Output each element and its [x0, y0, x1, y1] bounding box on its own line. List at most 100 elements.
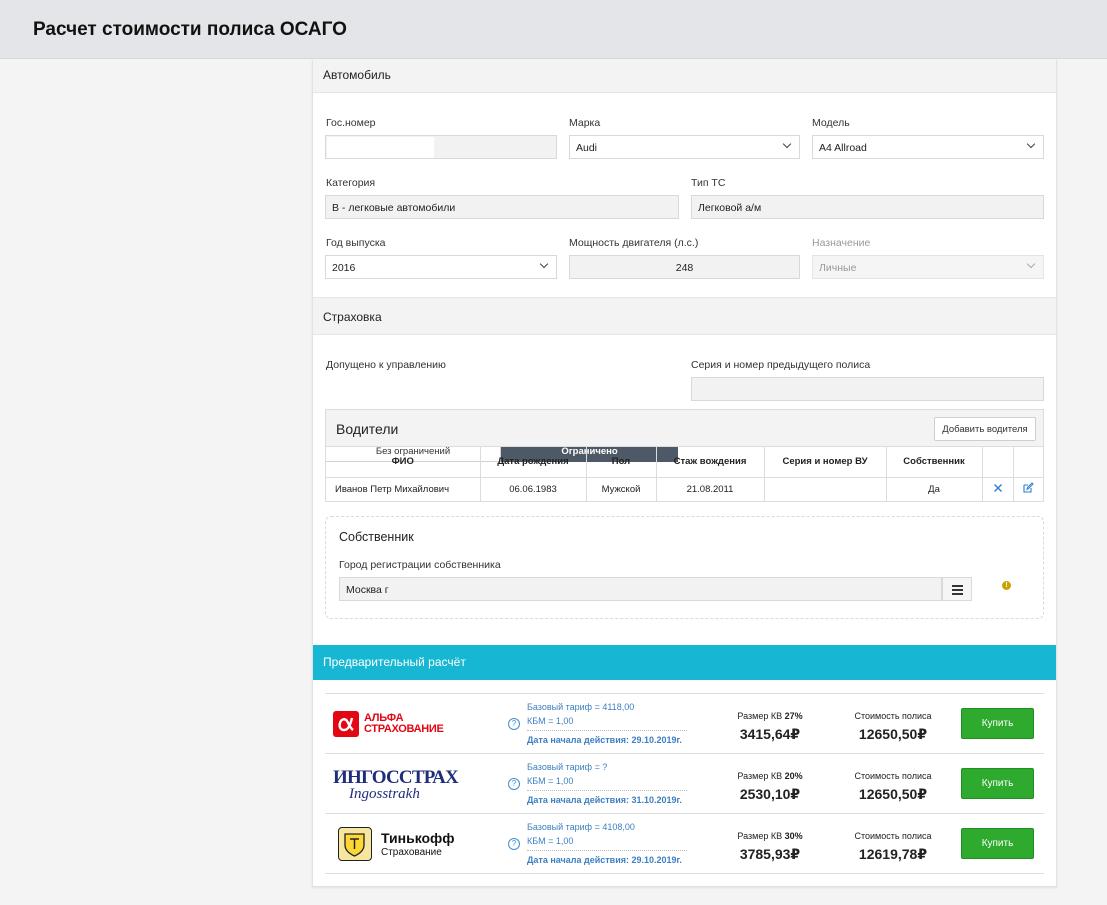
base-tariff: Базовый тариф = 4118,00 [527, 702, 635, 712]
chevron-down-icon [1026, 139, 1036, 149]
model-label: Модель [812, 117, 850, 129]
buy-button[interactable]: Купить [961, 828, 1034, 859]
dotted-divider [527, 790, 687, 791]
brand-select[interactable]: Audi [569, 135, 800, 159]
start-date: Дата начала действия: 29.10.2019г. [527, 735, 682, 745]
prelim-title: Предварительный расчёт [323, 655, 466, 669]
table-header-row: ФИО Дата рождения Пол Стаж вождения Сери… [326, 447, 1043, 478]
tinkoff-shield-icon [338, 827, 372, 861]
car-section-title: Автомобиль [323, 68, 391, 82]
page-title: Расчет стоимости полиса ОСАГО [33, 19, 347, 40]
admitted-label: Допущено к управлению [326, 359, 446, 371]
buy-button[interactable]: Купить [961, 708, 1034, 739]
delete-driver-button[interactable] [982, 477, 1014, 501]
city-list-button[interactable] [942, 577, 972, 601]
drivers-title: Водители [336, 421, 399, 437]
drivers-header: Водители Добавить водителя [326, 410, 1043, 447]
car-section-header: Автомобиль [313, 60, 1056, 93]
category-field[interactable]: B - легковые автомобили [325, 195, 679, 219]
year-select[interactable]: 2016 [325, 255, 557, 279]
driver-name: Иванов Петр Михайлович [326, 477, 481, 501]
driver-license [764, 477, 887, 501]
tinkoff-logo-line1: Тинькофф [381, 830, 455, 846]
kbm-value: КБМ = 1,00 [527, 836, 574, 846]
main-card: Автомобиль Гос.номер Марка Audi Модель A… [312, 60, 1057, 887]
col-header: Стаж вождения [656, 447, 765, 478]
prelim-header: Предварительный расчёт [313, 645, 1056, 680]
edit-driver-button[interactable] [1013, 477, 1043, 501]
prev-policy-input[interactable] [691, 377, 1044, 401]
kv-label: Размер КВ 20% [737, 771, 803, 781]
start-date: Дата начала действия: 31.10.2019г. [527, 795, 682, 805]
kv-label: Размер КВ 27% [737, 711, 803, 721]
power-label: Мощность двигателя (л.с.) [569, 237, 699, 249]
tinkoff-logo: Тинькофф Страхование [333, 822, 483, 866]
driver-experience: 21.08.2011 [656, 477, 765, 501]
edit-icon [1023, 482, 1034, 493]
col-header-action [982, 447, 1014, 478]
alfa-logo-line2: СТРАХОВАНИЕ [364, 723, 444, 735]
col-header: Собственник [886, 447, 983, 478]
chevron-down-icon [1026, 259, 1036, 269]
driver-sex: Мужской [586, 477, 657, 501]
drivers-table-block: Водители Добавить водителя ФИО Дата рожд… [325, 409, 1044, 502]
power-input[interactable]: 248 [569, 255, 800, 279]
driver-birth: 06.06.1983 [480, 477, 587, 501]
owner-city-input[interactable]: Москва г [339, 577, 942, 601]
kv-value: 2530,10₽ [739, 786, 801, 802]
chevron-down-icon [782, 139, 792, 149]
ingos-logo-line1: ИНГОССТРАХ [333, 767, 459, 788]
help-icon[interactable]: ? [508, 838, 520, 850]
dotted-divider [527, 730, 687, 731]
cost-label: Стоимость полиса [854, 711, 932, 721]
chevron-down-icon [539, 259, 549, 269]
alfa-logo: АЛЬФА СТРАХОВАНИЕ [333, 702, 483, 746]
offer-row-alfa: АЛЬФА СТРАХОВАНИЕ ? Базовый тариф = 4118… [325, 694, 1044, 754]
owner-block: Собственник Город регистрации собственни… [325, 516, 1044, 619]
owner-title: Собственник [339, 530, 414, 544]
kv-value: 3785,93₽ [739, 846, 801, 862]
alfa-logo-mark [333, 711, 359, 737]
model-select[interactable]: A4 Allroad [812, 135, 1044, 159]
kbm-value: КБМ = 1,00 [527, 716, 574, 726]
insurance-section-title: Страховка [323, 310, 382, 324]
kv-value: 3415,64₽ [739, 726, 801, 742]
alfa-logo-line1: АЛЬФА [364, 712, 404, 724]
cost-label: Стоимость полиса [854, 831, 932, 841]
tinkoff-logo-line2: Страхование [381, 847, 442, 858]
header-bar: Расчет стоимости полиса ОСАГО [0, 0, 1107, 59]
cost-value: 12650,50₽ [858, 786, 928, 802]
kbm-value: КБМ = 1,00 [527, 776, 574, 786]
cost-label: Стоимость полиса [854, 771, 932, 781]
warning-icon: ! [1002, 581, 1011, 590]
col-header: Пол [586, 447, 657, 478]
base-tariff: Базовый тариф = ? [527, 762, 608, 772]
start-date: Дата начала действия: 29.10.2019г. [527, 855, 682, 865]
col-header: Серия и номер ВУ [764, 447, 887, 478]
ingos-logo: ИНГОССТРАХ Ingosstrakh [333, 762, 483, 806]
offer-row-ingos: ИНГОССТРАХ Ingosstrakh ? Базовый тариф =… [325, 754, 1044, 814]
owner-city-label: Город регистрации собственника [339, 559, 501, 571]
help-icon[interactable]: ? [508, 778, 520, 790]
brand-label: Марка [569, 117, 601, 129]
col-header-action [1013, 447, 1043, 478]
help-icon[interactable]: ? [508, 718, 520, 730]
add-driver-button[interactable]: Добавить водителя [934, 417, 1036, 441]
col-header: Дата рождения [480, 447, 587, 478]
prev-policy-label: Серия и номер предыдущего полиса [691, 359, 871, 371]
driver-owner: Да [886, 477, 983, 501]
vehicle-type-field[interactable]: Легковой а/м [691, 195, 1044, 219]
buy-button[interactable]: Купить [961, 768, 1034, 799]
purpose-select[interactable]: Личные [812, 255, 1044, 279]
reg-number-input[interactable] [325, 135, 557, 159]
insurance-section-header: Страховка [313, 297, 1056, 335]
base-tariff: Базовый тариф = 4108,00 [527, 822, 635, 832]
purpose-label: Назначение [812, 237, 871, 249]
cost-value: 12650,50₽ [858, 726, 928, 742]
close-icon [993, 483, 1002, 492]
col-header: ФИО [326, 447, 481, 478]
drivers-table: ФИО Дата рождения Пол Стаж вождения Сери… [326, 447, 1043, 501]
kv-label: Размер КВ 30% [737, 831, 803, 841]
ingos-logo-line2: Ingosstrakh [349, 786, 420, 802]
category-label: Категория [326, 177, 376, 189]
